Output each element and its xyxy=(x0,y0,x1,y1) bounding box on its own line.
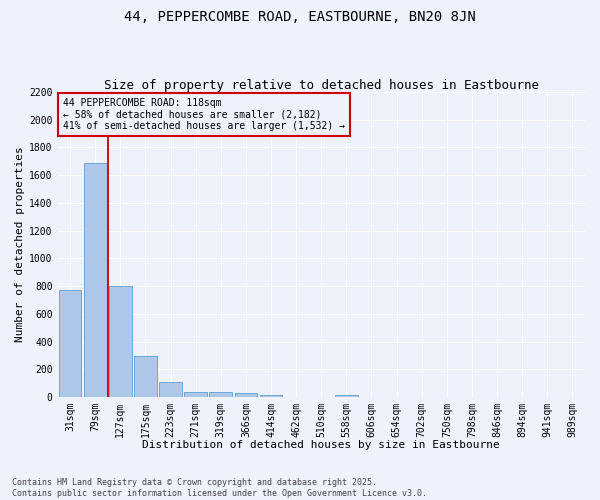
Bar xyxy=(235,393,257,397)
Bar xyxy=(84,162,107,397)
Bar xyxy=(184,392,207,397)
Title: Size of property relative to detached houses in Eastbourne: Size of property relative to detached ho… xyxy=(104,79,539,92)
Bar xyxy=(159,382,182,397)
Bar xyxy=(335,394,358,397)
Bar xyxy=(134,356,157,397)
Bar xyxy=(209,392,232,397)
Text: 44, PEPPERCOMBE ROAD, EASTBOURNE, BN20 8JN: 44, PEPPERCOMBE ROAD, EASTBOURNE, BN20 8… xyxy=(124,10,476,24)
Bar xyxy=(260,394,283,397)
Text: 44 PEPPERCOMBE ROAD: 118sqm
← 58% of detached houses are smaller (2,182)
41% of : 44 PEPPERCOMBE ROAD: 118sqm ← 58% of det… xyxy=(63,98,345,132)
Text: Contains HM Land Registry data © Crown copyright and database right 2025.
Contai: Contains HM Land Registry data © Crown c… xyxy=(12,478,427,498)
X-axis label: Distribution of detached houses by size in Eastbourne: Distribution of detached houses by size … xyxy=(142,440,500,450)
Bar xyxy=(109,286,131,397)
Bar xyxy=(59,290,82,397)
Y-axis label: Number of detached properties: Number of detached properties xyxy=(15,146,25,342)
